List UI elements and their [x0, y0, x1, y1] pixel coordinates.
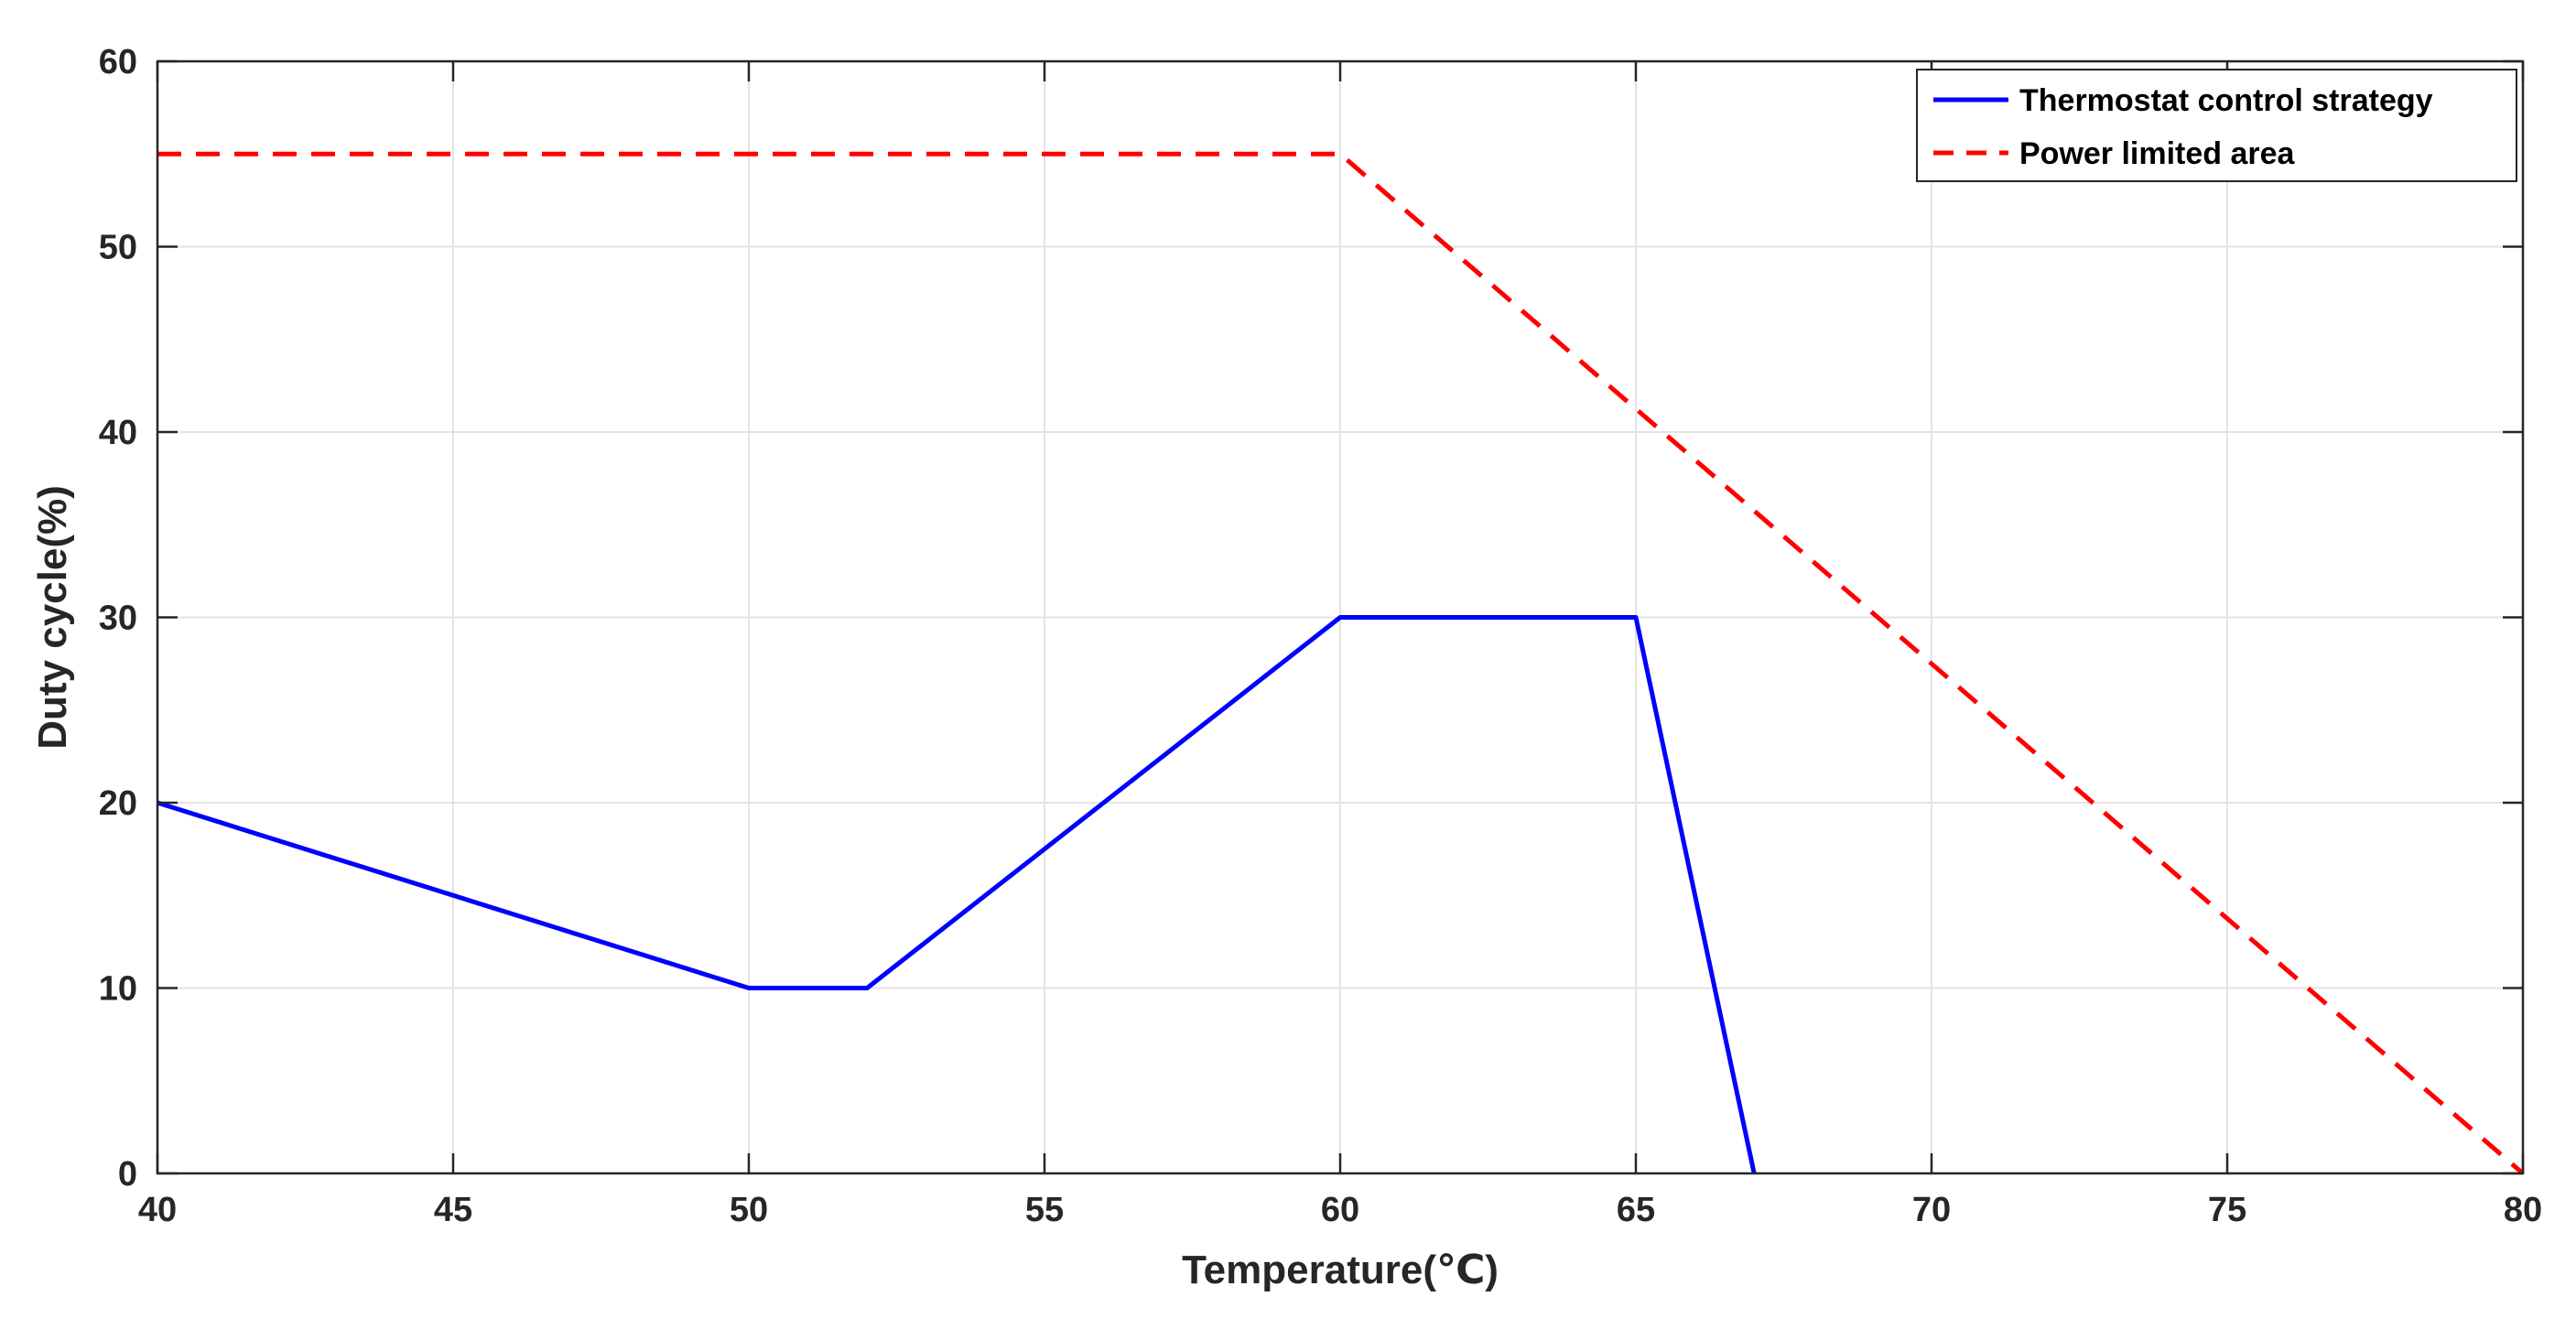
ticks — [156, 59, 2525, 1175]
x-tick-label: 50 — [730, 1191, 768, 1229]
legend-box — [1916, 69, 2517, 182]
y-tick-label: 50 — [99, 229, 137, 267]
y-tick-label: 60 — [99, 43, 137, 81]
x-tick-label: 75 — [2208, 1191, 2246, 1229]
y-axis-label: Duty cycle(%) — [30, 485, 75, 750]
y-tick-label: 0 — [118, 1155, 137, 1194]
y-tick-label: 20 — [99, 784, 137, 823]
series-line-1 — [157, 151, 2525, 1175]
x-tick-label: 70 — [1912, 1191, 1951, 1229]
x-tick-label: 45 — [434, 1191, 472, 1229]
x-tick-label: 80 — [2504, 1191, 2542, 1229]
x-tick-label: 65 — [1617, 1191, 1655, 1229]
y-tick-label: 40 — [99, 414, 137, 452]
x-tick-label: 60 — [1321, 1191, 1359, 1229]
x-axis-label: Temperature(℃) — [1182, 1248, 1499, 1292]
series-line-0 — [157, 615, 1757, 1174]
x-tick-label: 40 — [138, 1191, 177, 1229]
legend: Thermostat control strategy Power limite… — [1916, 69, 2517, 182]
legend-label-power-limited: Power limited area — [2019, 136, 2296, 171]
y-tick-label: 10 — [99, 970, 137, 1009]
x-tick-label: 55 — [1025, 1191, 1064, 1229]
series-lines — [157, 151, 2525, 1175]
y-tick-label: 30 — [99, 600, 137, 638]
y-tick-labels: 0 10 20 30 40 50 60 — [99, 43, 137, 1194]
x-tick-labels: 40 45 50 55 60 65 70 75 80 — [138, 1191, 2542, 1229]
legend-label-thermostat: Thermostat control strategy — [2019, 83, 2433, 118]
